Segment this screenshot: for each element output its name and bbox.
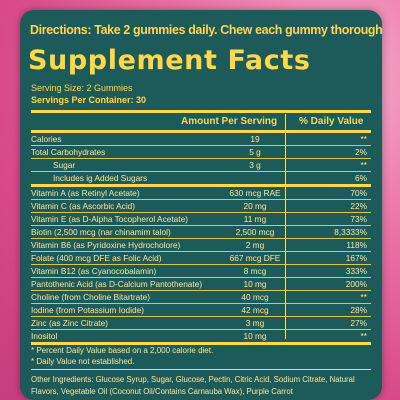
table-header: Amount Per Serving % Daily Value	[31, 114, 371, 130]
nutrient-daily-value: 70%	[350, 188, 367, 198]
nutrient-amount: 3 mg	[245, 318, 265, 328]
row-divider	[31, 212, 371, 213]
table-row: Total Carbohydrates 5 g 2%	[31, 146, 371, 158]
table-row: Sugar 3 g **	[31, 159, 371, 171]
nutrient-daily-value: **	[360, 160, 367, 170]
nutrient-name: Folate (400 mcg DFE as Folic Acid)	[31, 253, 162, 263]
table-row: Choline (from Choline Bitartrate) 40 mcg *…	[31, 291, 371, 303]
nutrient-name: Includes ig Added Sugars	[53, 173, 148, 183]
nutrient-name: Vitamin B12 (as Cyanocobalamin)	[31, 266, 157, 276]
nutrient-daily-value: **	[360, 134, 367, 144]
serving-size: Serving Size: 2 Gummies	[31, 83, 133, 93]
nutrient-daily-value: 6%	[355, 173, 367, 183]
row-divider	[31, 145, 371, 146]
servings-per-container: Servings Per Container: 30	[31, 95, 147, 105]
nutrient-daily-value: 28%	[350, 305, 367, 315]
nutrient-amount: 8 mcg	[243, 266, 267, 276]
nutrient-amount: 11 mg	[243, 214, 267, 224]
nutrient-daily-value: 2%	[355, 147, 367, 157]
table-row: Vitamin C (as Ascorbic Acid) 20 mg 22%	[31, 200, 371, 212]
row-divider	[31, 303, 371, 304]
row-divider	[31, 225, 371, 226]
nutrient-amount: 667 mcg DFE	[229, 253, 281, 263]
nutrient-name: Calories	[31, 134, 62, 144]
nutrient-name: Inositol	[31, 331, 58, 341]
nutrient-daily-value: 27%	[350, 318, 367, 328]
daily-value-header: % Daily Value	[299, 116, 364, 127]
row-divider	[31, 251, 371, 252]
nutrient-daily-value: 200%	[345, 279, 367, 289]
ingredients-rule	[31, 369, 371, 370]
table-row: Zinc (as Zinc Citrate) 3 mg 27%	[31, 317, 371, 329]
supplement-facts-panel: Directions: Take 2 gummies daily. Chew e…	[20, 10, 382, 400]
nutrient-daily-value: **	[360, 292, 367, 302]
nutrient-name: Choline (from Choline Bitartrate)	[31, 292, 150, 302]
top-thick-rule	[31, 110, 371, 113]
row-divider	[31, 316, 371, 317]
table-row: Vitamin A (as Retinyl Acetate) 630 mcg RA…	[31, 187, 371, 199]
footnote-not-established: * Daily Value not established.	[31, 357, 135, 366]
footnote-daily-value: * Percent Daily Value based on a 2,000 c…	[31, 346, 214, 355]
table-row: Vitamin E (as D-Alpha Tocopherol Acetate…	[31, 213, 371, 225]
table-row: Inositol 10 mg **	[31, 330, 371, 342]
nutrient-amount: 5 g	[249, 147, 261, 157]
nutrient-name: Biotin (2,500 mcg (nar chinamim talol)	[31, 227, 171, 237]
nutrient-daily-value: 167%	[345, 253, 367, 263]
nutrient-name: Vitamin B6 (as Pyridoxine Hydrocholore)	[31, 240, 181, 250]
panel-title: Supplement Facts	[28, 45, 311, 76]
row-divider	[31, 290, 371, 291]
nutrient-name: Zinc (as Zinc Citrate)	[31, 318, 108, 328]
bottom-thick-rule	[31, 342, 371, 345]
nutrient-amount: 42 mcg	[241, 305, 269, 315]
row-divider	[31, 264, 371, 265]
table-row: Vitamin B12 (as Cyanocobalamin) 8 mcg 333%	[31, 265, 371, 277]
nutrient-name: Vitamin E (as D-Alpha Tocopherol Acetate…	[31, 214, 188, 224]
column-divider	[285, 114, 286, 339]
row-divider	[31, 158, 371, 159]
row-divider	[31, 329, 371, 330]
nutrient-daily-value: 8,3333%	[334, 227, 367, 237]
table-row: Vitamin B6 (as Pyridoxine Hydrocholore) 2…	[31, 239, 371, 251]
nutrient-amount: 19	[250, 134, 260, 144]
nutrient-name: Total Carbohydrates	[31, 147, 106, 157]
nutrient-daily-value: 73%	[350, 214, 367, 224]
table-row: Iodine (from Potassium Iodide) 42 mcg 28%	[31, 304, 371, 316]
nutrient-amount: 630 mcg RAE	[229, 188, 281, 198]
nutrient-daily-value: **	[360, 331, 367, 341]
header-thick-rule	[31, 130, 371, 133]
nutrient-name: Pantothenic Acid (as D-Calcium Pantothen…	[31, 279, 203, 289]
nutrient-amount: 10 mg	[243, 331, 267, 341]
nutrient-name: Iodine (from Potassium Iodide)	[31, 305, 144, 315]
nutrient-amount: 40 mcg	[241, 292, 269, 302]
row-divider	[31, 199, 371, 200]
amount-header: Amount Per Serving	[181, 116, 278, 127]
nutrient-amount: 20 mg	[243, 201, 267, 211]
row-divider	[31, 277, 371, 278]
nutrient-amount: 2,500 mcg	[235, 227, 275, 237]
nutrient-amount: 10 mg	[243, 279, 267, 289]
table-row: Biotin (2,500 mcg (nar chinamim talol) 2,…	[31, 226, 371, 238]
table-row: Pantothenic Acid (as D-Calcium Pantothen…	[31, 278, 371, 290]
directions-text: Directions: Take 2 gummies daily. Chew e…	[30, 22, 382, 37]
table-row: Folate (400 mcg DFE as Folic Acid) 667 mc…	[31, 252, 371, 264]
table-row: Calories 19 **	[31, 133, 371, 145]
nutrient-daily-value: 22%	[350, 201, 367, 211]
nutrient-daily-value: 333%	[345, 266, 367, 276]
nutrient-name: Sugar	[53, 160, 76, 170]
nutrient-name: Vitamin A (as Retinyl Acetate)	[31, 188, 140, 198]
nutrient-name: Vitamin C (as Ascorbic Acid)	[31, 201, 136, 211]
row-divider	[31, 238, 371, 239]
nutrient-amount: 3 g	[249, 160, 261, 170]
nutrient-amount: 2 mg	[245, 240, 265, 250]
nutrient-daily-value: 118%	[346, 240, 367, 250]
row-divider	[31, 171, 371, 172]
table-row: Includes ig Added Sugars 6%	[31, 172, 371, 184]
other-ingredients: Other Ingredients: Glucose Syrup, Sugar,…	[31, 375, 355, 396]
